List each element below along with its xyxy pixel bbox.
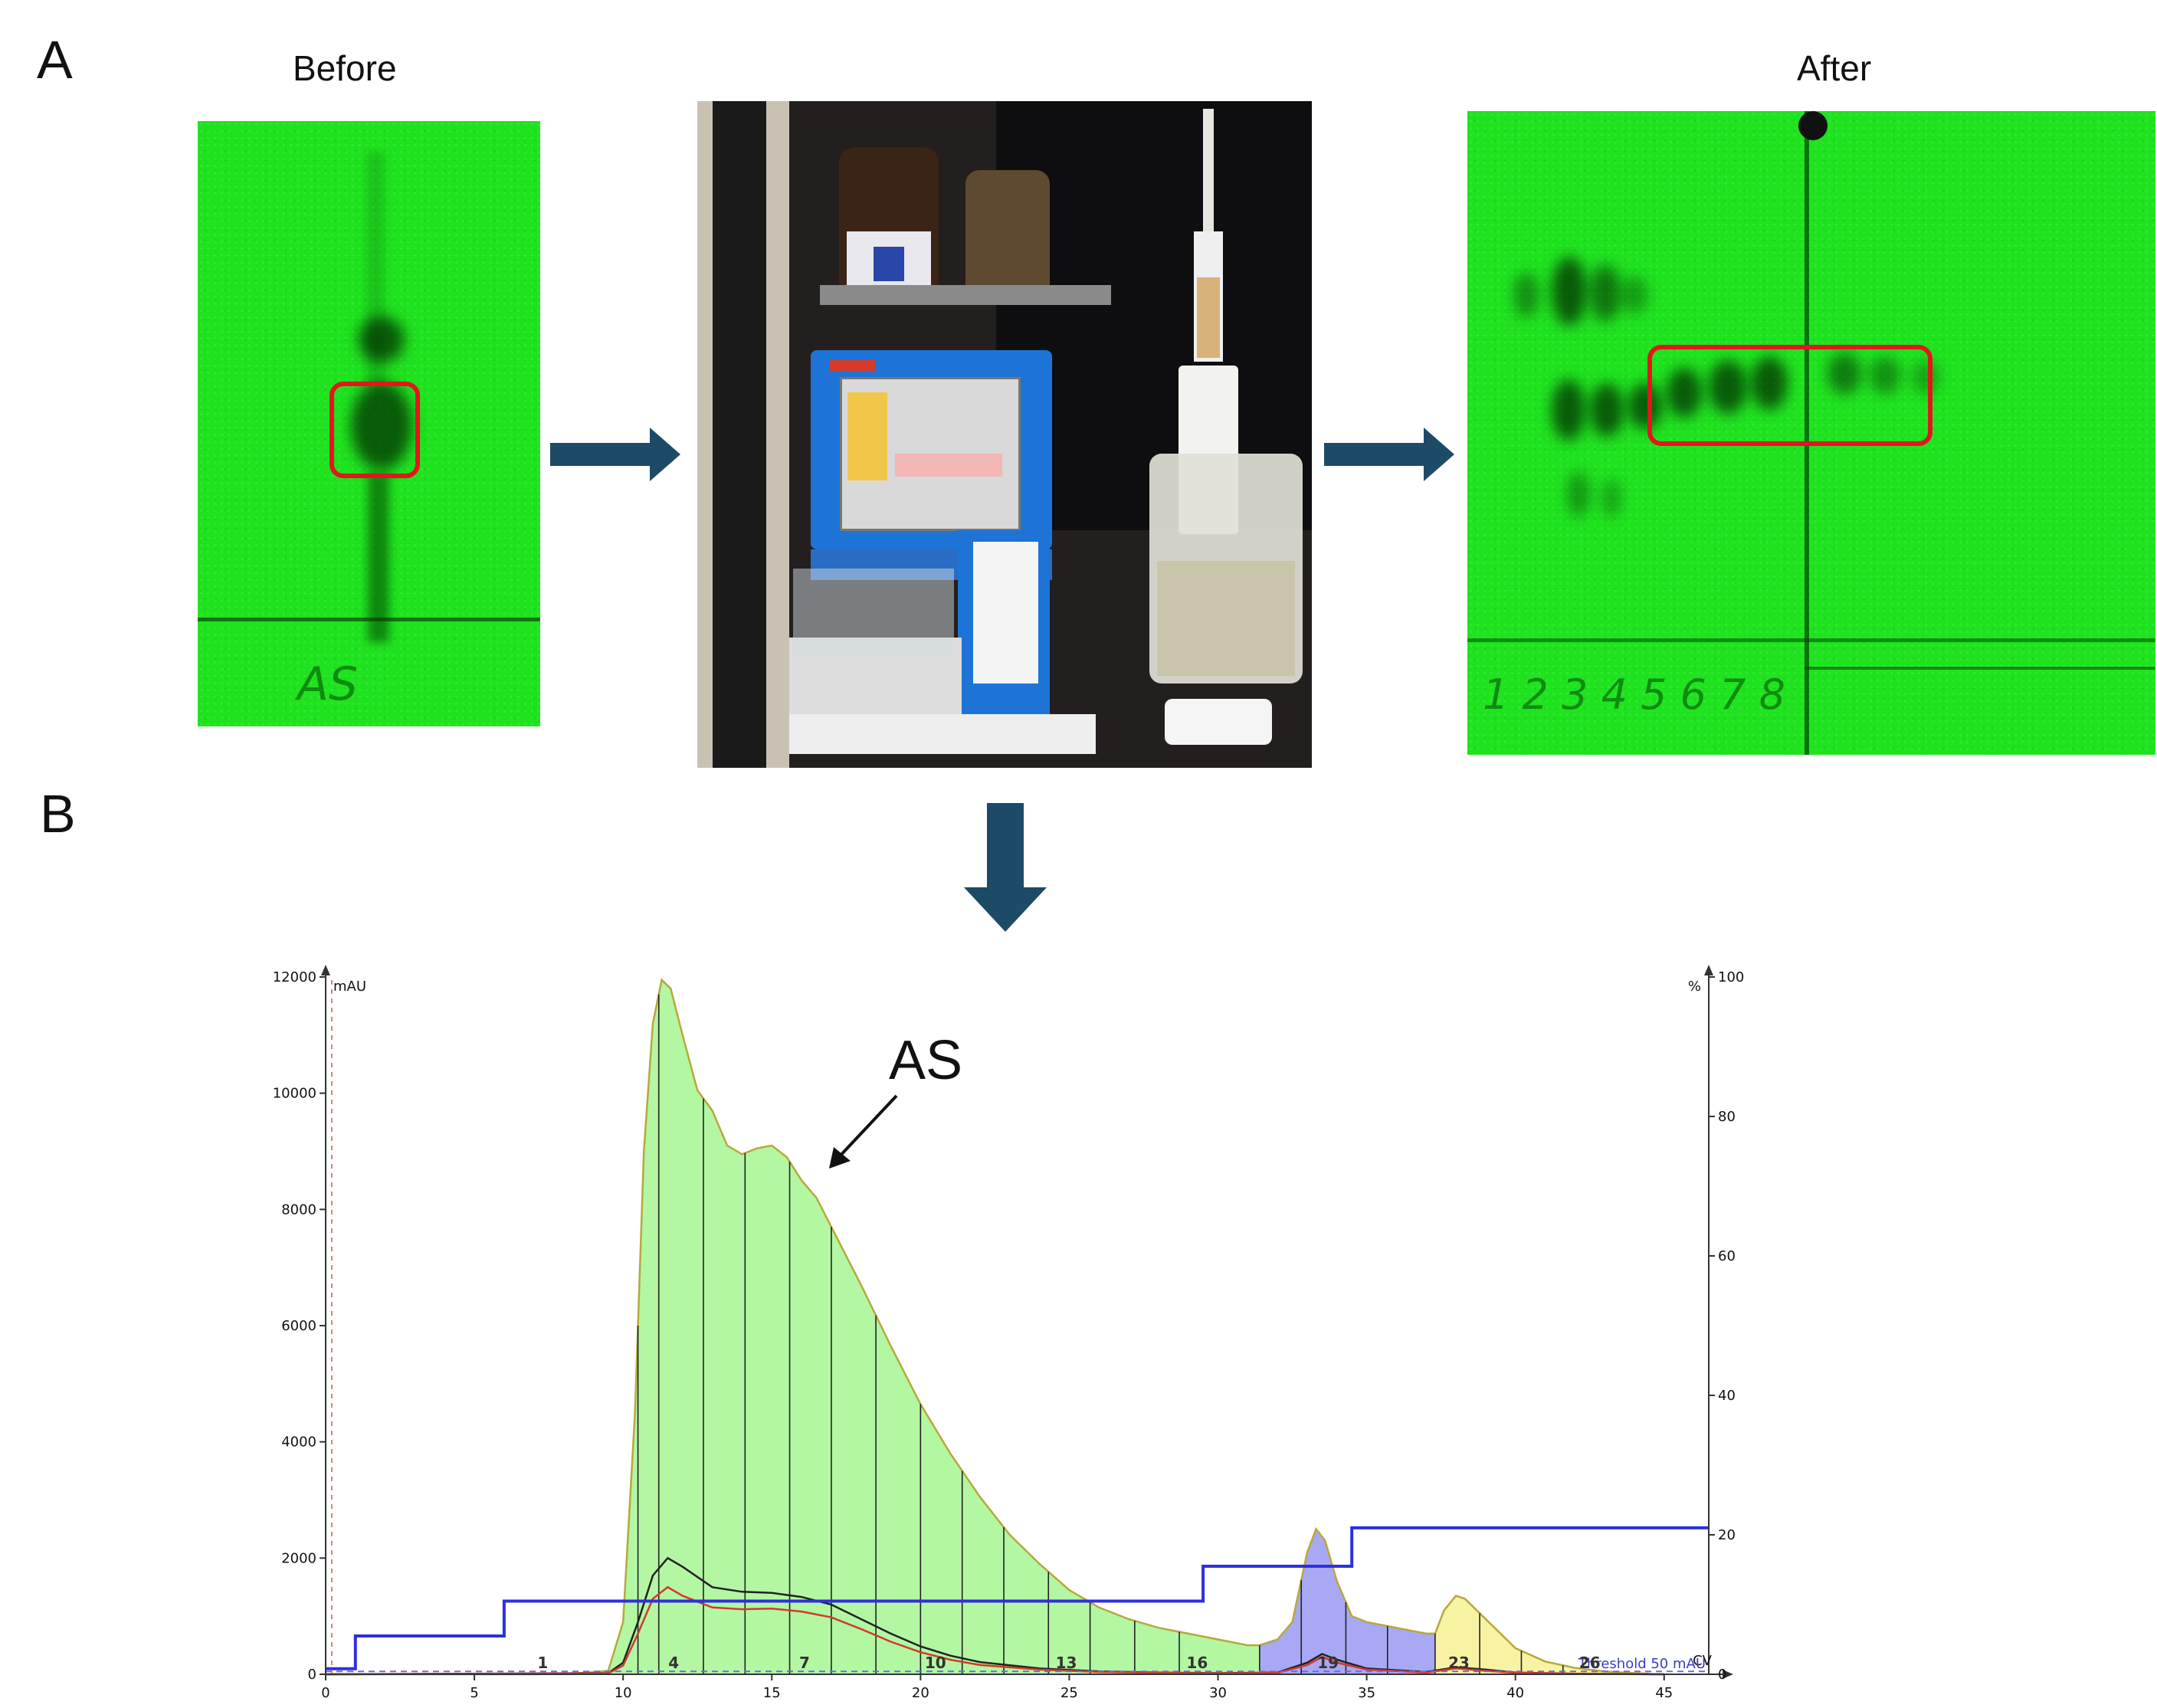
panel-label-b: B [40, 784, 76, 844]
after-caption: After [1797, 48, 1872, 88]
as-annotation: AS [829, 1030, 962, 1169]
y-axis-arrow-icon [321, 965, 330, 975]
y2-axis-unit-label: % [1688, 979, 1701, 995]
y2-tick-label: 80 [1718, 1109, 1736, 1125]
as-annotation-label: AS [889, 1030, 962, 1091]
fraction-number-label: 16 [1186, 1654, 1208, 1672]
y-tick-label: 0 [308, 1667, 316, 1683]
right-arrow-icon [550, 428, 680, 481]
annotation-arrowhead-icon [829, 1147, 851, 1169]
y-tick-label: 12000 [273, 969, 316, 985]
flash-chromatography-instrument-photo [697, 101, 1312, 768]
fraction-number-label: 26 [1579, 1654, 1601, 1672]
fraction-region-1 [608, 979, 1260, 1674]
peak-outline-line [326, 978, 1650, 1676]
x-tick-label: 30 [1209, 1685, 1227, 1701]
y-tick-label: 4000 [281, 1434, 316, 1451]
fraction-number-label: 7 [799, 1654, 810, 1672]
y2-tick-label: 0 [1718, 1667, 1726, 1683]
fraction-number-label: 19 [1317, 1654, 1339, 1672]
before-highlight-box [329, 382, 420, 478]
panel-label-a: A [37, 30, 73, 90]
y-tick-label: 6000 [281, 1318, 316, 1334]
x-axis-unit-label: CV [1693, 1653, 1713, 1669]
y2-tick-label: 20 [1718, 1527, 1736, 1543]
fraction-number-label: 10 [925, 1654, 946, 1672]
x-tick-label: 20 [912, 1685, 929, 1701]
fraction-number-label: 23 [1448, 1654, 1470, 1672]
x-tick-label: 0 [321, 1685, 329, 1701]
fraction-number-label: 1 [537, 1654, 548, 1672]
y-axis-unit-label: mAU [333, 979, 366, 995]
x-tick-label: 35 [1358, 1685, 1375, 1701]
y2-axis-arrow-icon [1704, 965, 1713, 975]
fraction-region-2 [1259, 1529, 1435, 1674]
after-tlc-plate-photo: 1 2 3 4 5 6 7 8 [1467, 111, 2155, 755]
down-arrow-icon [964, 803, 1047, 932]
chromatogram-chart: 0 5 10 15 20 25 30 35 40 450200040006000800010000… [273, 965, 1744, 1701]
x-tick-label: 10 [615, 1685, 632, 1701]
fraction-number-label: 13 [1056, 1654, 1077, 1672]
before-plate-marking: AS [297, 657, 359, 711]
before-tlc-plate-photo: AS [198, 121, 540, 726]
y2-tick-label: 60 [1718, 1248, 1736, 1264]
x-tick-label: 5 [470, 1685, 478, 1701]
x-axis-arrow-icon [1723, 1670, 1733, 1679]
x-tick-label: 40 [1506, 1685, 1524, 1701]
threshold-label: Threshold 50 mAU [1578, 1656, 1706, 1672]
right-arrow-icon [1324, 428, 1454, 481]
y-tick-label: 2000 [281, 1550, 316, 1566]
uv-trace-2-line [325, 1585, 1664, 1676]
y2-tick-label: 100 [1718, 969, 1744, 985]
before-caption: Before [293, 48, 397, 88]
fraction-number-label: 4 [668, 1654, 679, 1672]
gradient-percent-line [326, 1526, 1709, 1670]
after-plate-lane-numbers: 1 2 3 4 5 6 7 8 [1483, 670, 1786, 719]
y2-tick-label: 40 [1718, 1388, 1736, 1404]
after-highlight-box [1647, 345, 1932, 446]
y-tick-label: 10000 [273, 1086, 316, 1102]
x-tick-label: 15 [763, 1685, 781, 1701]
annotation-arrow-line [835, 1094, 898, 1161]
x-tick-label: 45 [1655, 1685, 1673, 1701]
x-tick-label: 25 [1060, 1685, 1078, 1701]
y-tick-label: 8000 [281, 1202, 316, 1218]
fraction-region-3 [1434, 1595, 1650, 1674]
